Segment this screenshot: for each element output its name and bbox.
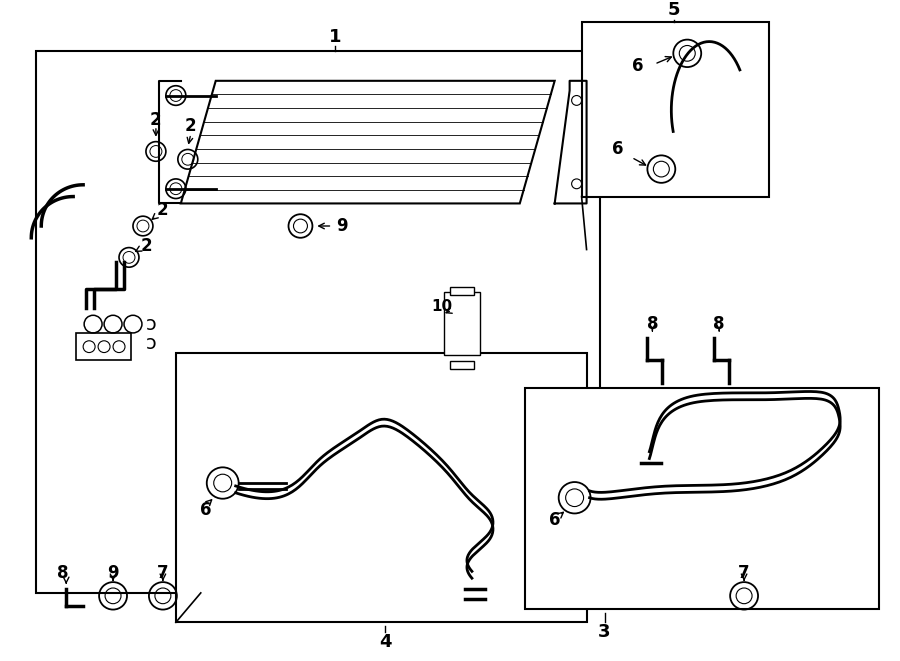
- Text: 6: 6: [549, 512, 561, 529]
- Bar: [525, 388, 878, 609]
- Text: ɔ: ɔ: [146, 315, 157, 334]
- Bar: [581, 22, 769, 196]
- Text: 2: 2: [158, 202, 168, 219]
- Bar: [444, 292, 480, 356]
- Text: 6: 6: [632, 57, 644, 75]
- Text: 6: 6: [200, 502, 212, 520]
- Text: 5: 5: [668, 1, 680, 19]
- Text: 4: 4: [379, 633, 392, 651]
- Text: 9: 9: [337, 217, 348, 235]
- Bar: [450, 362, 474, 369]
- Text: 8: 8: [58, 564, 69, 582]
- Text: 8: 8: [646, 315, 658, 333]
- Text: 2: 2: [185, 117, 196, 135]
- Bar: [76, 333, 131, 360]
- Polygon shape: [181, 81, 554, 204]
- Text: 2: 2: [140, 237, 152, 254]
- Bar: [36, 52, 599, 593]
- Text: 9: 9: [107, 564, 119, 582]
- Text: 6: 6: [612, 141, 623, 159]
- Bar: [450, 287, 474, 295]
- Bar: [176, 352, 587, 623]
- Text: 10: 10: [431, 299, 453, 314]
- Text: 3: 3: [598, 623, 611, 641]
- Text: 7: 7: [738, 564, 750, 582]
- Text: 8: 8: [714, 315, 724, 333]
- Text: ɔ: ɔ: [146, 334, 157, 353]
- Text: 2: 2: [150, 111, 162, 129]
- Text: 7: 7: [158, 564, 168, 582]
- Text: 1: 1: [329, 28, 342, 46]
